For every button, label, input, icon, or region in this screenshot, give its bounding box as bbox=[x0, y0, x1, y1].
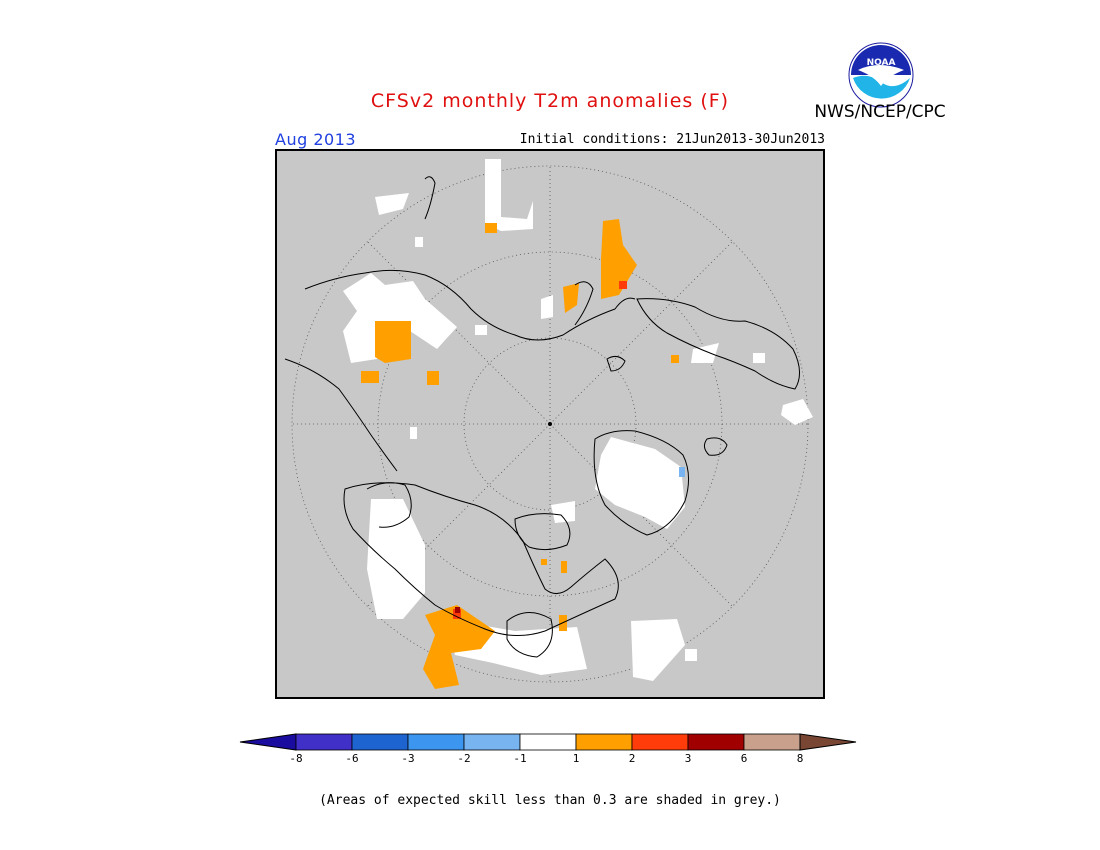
color-bar-box bbox=[407, 733, 465, 751]
region-near-normal bbox=[343, 273, 457, 363]
color-bar-box bbox=[295, 733, 353, 751]
region-near-normal bbox=[475, 325, 487, 335]
latitude-circle-inner bbox=[463, 337, 637, 511]
color-bar-box bbox=[519, 733, 577, 751]
region-above-normal bbox=[427, 371, 439, 385]
region-near-normal bbox=[415, 237, 423, 247]
color-bar-labels: -8 -6 -3 -2 -1 1 2 3 6 8 bbox=[289, 752, 803, 765]
color-bar-box bbox=[743, 733, 801, 751]
region-near-normal bbox=[485, 159, 533, 231]
color-bar-tick-label: 8 bbox=[797, 752, 804, 765]
color-bar-arrow-high bbox=[799, 733, 857, 751]
region-above-normal bbox=[563, 283, 579, 313]
region-above-normal bbox=[361, 371, 379, 383]
coastline-arctic-islands bbox=[514, 513, 571, 551]
color-bar-tick-label: 6 bbox=[741, 752, 748, 765]
valid-month: Aug 2013 bbox=[275, 130, 357, 149]
region-near-normal bbox=[753, 353, 765, 363]
region-near-normal bbox=[367, 499, 425, 619]
agency-label: NWS/NCEP/CPC bbox=[814, 102, 946, 122]
region-above-normal bbox=[485, 223, 497, 233]
coastline-hudson-bay bbox=[506, 612, 553, 658]
region-near-normal bbox=[631, 619, 685, 681]
region-warm-anomaly bbox=[619, 281, 627, 289]
warm-anomaly-regions bbox=[453, 281, 627, 619]
map-title: CFSv2 monthly T2m anomalies (F) bbox=[370, 90, 730, 112]
meridian bbox=[549, 241, 733, 425]
color-bar-arrow-low bbox=[239, 733, 297, 751]
color-bar-box bbox=[687, 733, 745, 751]
strong-warm-regions bbox=[455, 607, 460, 613]
region-above-normal bbox=[561, 561, 567, 573]
coastline-svalbard bbox=[606, 355, 626, 372]
color-bar-tick-label: -6 bbox=[345, 752, 358, 765]
latitude-circle-outer bbox=[291, 165, 809, 683]
coastline-east-asia bbox=[284, 358, 398, 472]
map-border bbox=[275, 149, 825, 699]
region-warm-anomaly bbox=[453, 609, 461, 619]
color-bar: -8 -6 -3 -2 -1 1 2 3 6 8 bbox=[239, 733, 857, 765]
region-above-normal bbox=[541, 559, 547, 565]
color-bar-tick-label: -2 bbox=[457, 752, 470, 765]
initial-conditions: Initial conditions: 21Jun2013-30Jun2013 bbox=[519, 132, 825, 147]
color-bar-tick-label: 3 bbox=[685, 752, 692, 765]
region-near-normal bbox=[595, 437, 685, 529]
color-bar-box bbox=[575, 733, 633, 751]
below-normal-regions bbox=[679, 467, 685, 477]
region-above-normal bbox=[671, 355, 679, 363]
coastline-alaska bbox=[366, 482, 412, 528]
coastlines bbox=[284, 176, 800, 658]
color-bar-box bbox=[631, 733, 689, 751]
coastline-novaya-zemlya bbox=[574, 281, 594, 326]
region-strong-warm bbox=[455, 607, 460, 613]
coastline-north-america bbox=[343, 482, 619, 636]
coastline-iceland bbox=[703, 437, 728, 456]
coastline-greenland bbox=[593, 430, 689, 536]
north-pole-marker bbox=[548, 422, 552, 426]
region-near-normal bbox=[410, 427, 417, 439]
color-bar-box bbox=[463, 733, 521, 751]
coastline-arabia bbox=[424, 176, 436, 220]
coastline-europe bbox=[636, 298, 800, 390]
color-bar-tick-label: 2 bbox=[629, 752, 636, 765]
color-bar-tick-label: -3 bbox=[401, 752, 414, 765]
region-near-normal bbox=[781, 399, 813, 425]
polar-map bbox=[275, 149, 825, 699]
region-below-normal bbox=[679, 467, 685, 477]
meridian bbox=[367, 241, 551, 425]
color-bar-boxes bbox=[239, 733, 857, 751]
region-near-normal bbox=[551, 501, 575, 523]
region-above-normal bbox=[601, 219, 637, 299]
color-bar-tick-label: 1 bbox=[573, 752, 580, 765]
coastline-asia bbox=[304, 269, 636, 341]
color-bar-tick-label: -8 bbox=[289, 752, 302, 765]
region-near-normal bbox=[375, 193, 409, 215]
region-near-normal bbox=[541, 295, 553, 319]
color-bar-tick-label: -1 bbox=[513, 752, 526, 765]
region-above-normal bbox=[375, 321, 411, 363]
noaa-logo-text: NOAA bbox=[867, 58, 896, 68]
noaa-logo: NOAA bbox=[848, 42, 914, 108]
skill-note: (Areas of expected skill less than 0.3 a… bbox=[319, 793, 781, 808]
region-near-normal bbox=[685, 649, 697, 661]
meridian bbox=[367, 423, 551, 607]
color-bar-box bbox=[351, 733, 409, 751]
